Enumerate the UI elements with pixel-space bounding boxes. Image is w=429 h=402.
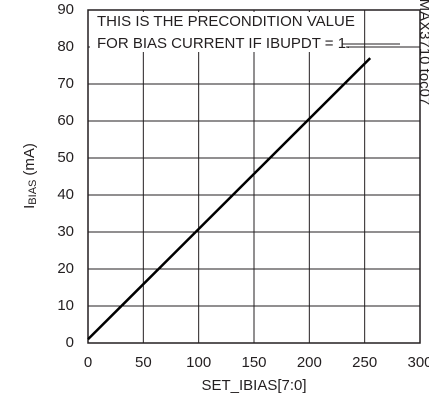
data-line xyxy=(87,57,372,341)
x-tick-label: 250 xyxy=(352,354,377,371)
y-label-main: I xyxy=(21,205,38,209)
x-tick-label: 100 xyxy=(186,354,211,371)
x-tick-label: 300 xyxy=(407,354,429,371)
y-label-unit: (mA) xyxy=(21,143,38,176)
y-tick-label: 30 xyxy=(57,223,74,240)
x-tick-label: 50 xyxy=(135,354,152,371)
y-tick-label: 80 xyxy=(57,38,74,55)
y-tick-label: 50 xyxy=(57,149,74,166)
side-label: MAX3710 toc07 xyxy=(416,0,429,105)
y-tick-label: 10 xyxy=(57,297,74,314)
x-tick-label: 200 xyxy=(297,354,322,371)
plot-border xyxy=(87,9,421,344)
y-tick-label: 60 xyxy=(57,112,74,129)
annotation-text: THIS IS THE PRECONDITION VALUE xyxy=(97,13,355,30)
y-axis-label: IBIAS (mA) xyxy=(21,143,39,209)
x-tick-label: 150 xyxy=(241,354,266,371)
y-tick-label: 40 xyxy=(57,186,74,203)
y-tick-label: 0 xyxy=(66,334,74,351)
annotation-text: FOR BIAS CURRENT IF IBUPDT = 1. xyxy=(97,35,350,52)
y-tick-label: 70 xyxy=(57,75,74,92)
x-axis-label: SET_IBIAS[7:0] xyxy=(201,377,306,394)
annotation-background xyxy=(90,12,346,52)
y-label-subscript: BIAS xyxy=(27,180,39,205)
x-tick-label: 0 xyxy=(84,354,92,371)
y-tick-label: 20 xyxy=(57,260,74,277)
y-tick-label: 90 xyxy=(57,1,74,18)
